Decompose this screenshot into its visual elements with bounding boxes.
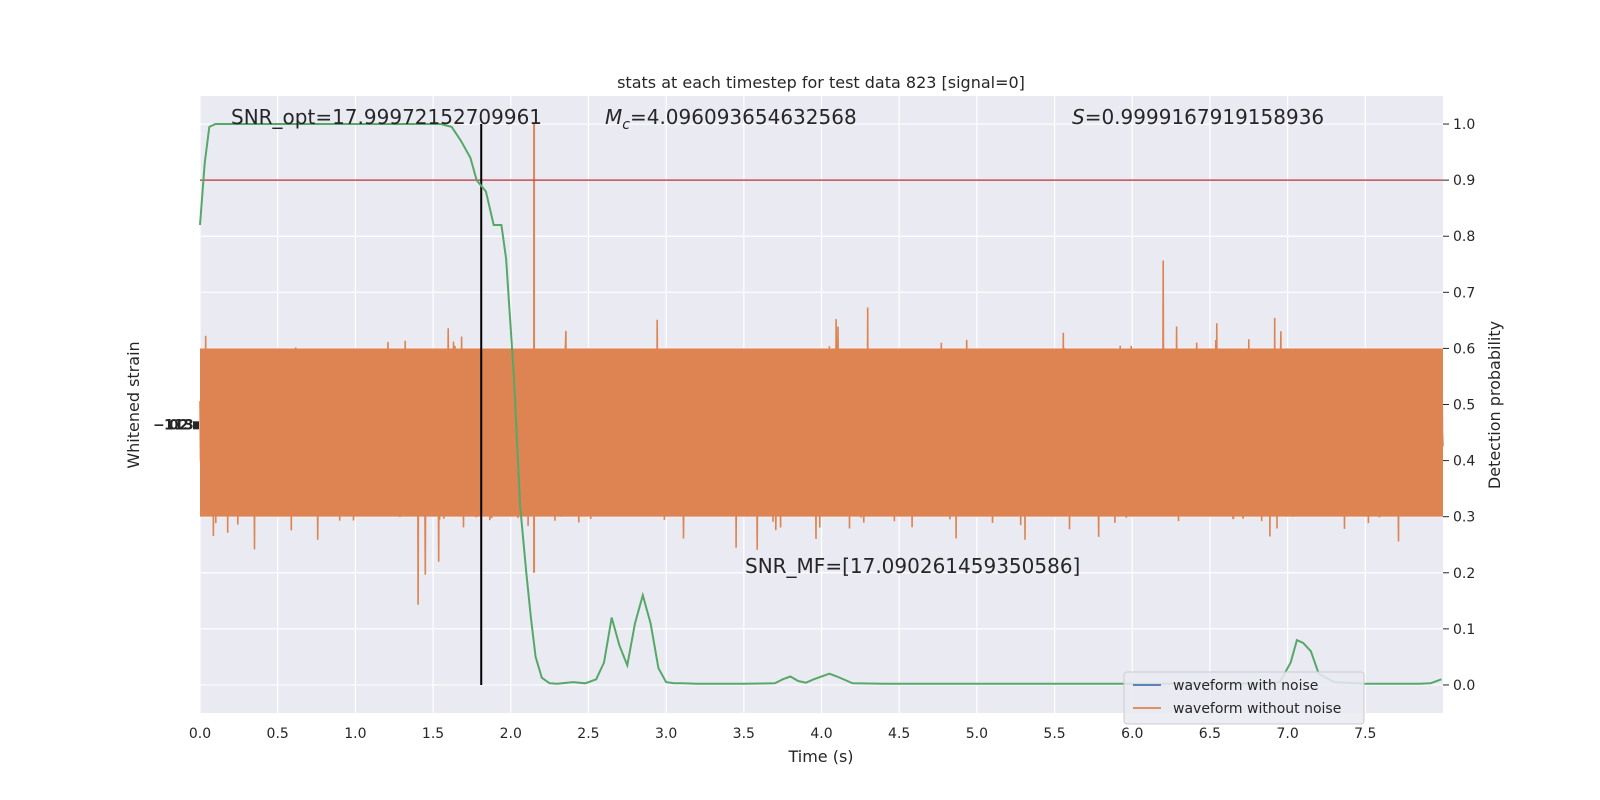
legend-label-clean: waveform without noise	[1173, 701, 1341, 717]
s-symbol: S	[1072, 105, 1085, 129]
y-axis-left-label: Whitened strain	[124, 341, 143, 468]
legend-label-noise: waveform with noise	[1173, 678, 1318, 694]
annotation-snr-mf: SNR_MF=[17.090261459350586]	[745, 554, 1080, 578]
annotation-chirp-mass: Mc=4.096093654632568	[605, 105, 857, 133]
y-tick-label: 0.8	[1453, 229, 1475, 245]
s-value: =0.9999167919158936	[1085, 105, 1324, 129]
x-tick-label: 6.5	[1199, 726, 1221, 742]
y-tick-label: 0.6	[1453, 341, 1475, 357]
y-tick-label: 0.2	[1453, 566, 1475, 582]
y-left-tick-label: 1	[164, 418, 174, 434]
strain-series	[199, 124, 1444, 605]
x-tick-label: 7.5	[1354, 726, 1376, 742]
x-tick-label: 3.5	[733, 726, 755, 742]
legend-box	[1123, 671, 1365, 725]
x-tick-label: 5.5	[1043, 726, 1065, 742]
chirp-mass-subscript: c	[622, 117, 630, 133]
y-tick-label: 0.3	[1453, 510, 1475, 526]
annotation-snr-opt: SNR_opt=17.99972152709961	[231, 105, 542, 129]
y-tick-label: 0.5	[1453, 398, 1475, 414]
y-tick-label: 0.4	[1453, 454, 1475, 470]
y-left-tick-label: 2	[179, 418, 189, 434]
chirp-mass-value: =4.096093654632568	[630, 105, 857, 129]
x-axis-ticks: 0.0 0.5 1.0 1.5 2.0 2.5 3.0 3.5 4.0 4.5 5.0 5.5 6.0 6…	[189, 726, 1377, 742]
x-tick-label: 0.5	[267, 726, 289, 742]
y-left-tick-mark	[193, 421, 199, 430]
y-left-tick-label: −	[153, 418, 165, 434]
x-tick-label: 3.0	[655, 726, 677, 742]
y-tick-label: 0.1	[1453, 622, 1475, 638]
strain-band	[200, 348, 1443, 517]
y-left-tick-label: 1	[174, 418, 184, 434]
annotation-s: S=0.9999167919158936	[1072, 105, 1324, 129]
x-tick-label: 4.5	[888, 726, 910, 742]
y-tick-label: 0.9	[1453, 173, 1475, 189]
x-axis-label: Time (s)	[787, 747, 853, 766]
chirp-mass-symbol: M	[605, 105, 622, 129]
y-axis-right-ticks: 0.0 0.1 0.2 0.3 0.4 0.5 0.6 0.7 0.8 0.9 1.0	[1443, 117, 1475, 694]
y-axis-right-label: Detection probability	[1485, 321, 1504, 489]
y-tick-label: 1.0	[1453, 117, 1475, 133]
x-tick-label: 2.5	[577, 726, 599, 742]
y-left-tick-label: 0	[169, 418, 179, 434]
x-tick-label: 2.0	[500, 726, 522, 742]
y-tick-label: 0.0	[1453, 678, 1475, 694]
y-tick-label: 0.7	[1453, 285, 1475, 301]
y-left-tick-label: 3	[184, 418, 194, 434]
x-tick-label: 5.0	[966, 726, 988, 742]
x-tick-label: 0.0	[189, 726, 211, 742]
x-tick-label: 1.5	[422, 726, 444, 742]
x-tick-label: 6.0	[1121, 726, 1143, 742]
x-tick-label: 1.0	[344, 726, 366, 742]
legend: waveform with noise waveform without noi…	[1123, 671, 1365, 725]
x-tick-label: 7.0	[1276, 726, 1298, 742]
x-tick-label: 4.0	[810, 726, 832, 742]
chart-title: stats at each timestep for test data 823…	[617, 73, 1025, 92]
